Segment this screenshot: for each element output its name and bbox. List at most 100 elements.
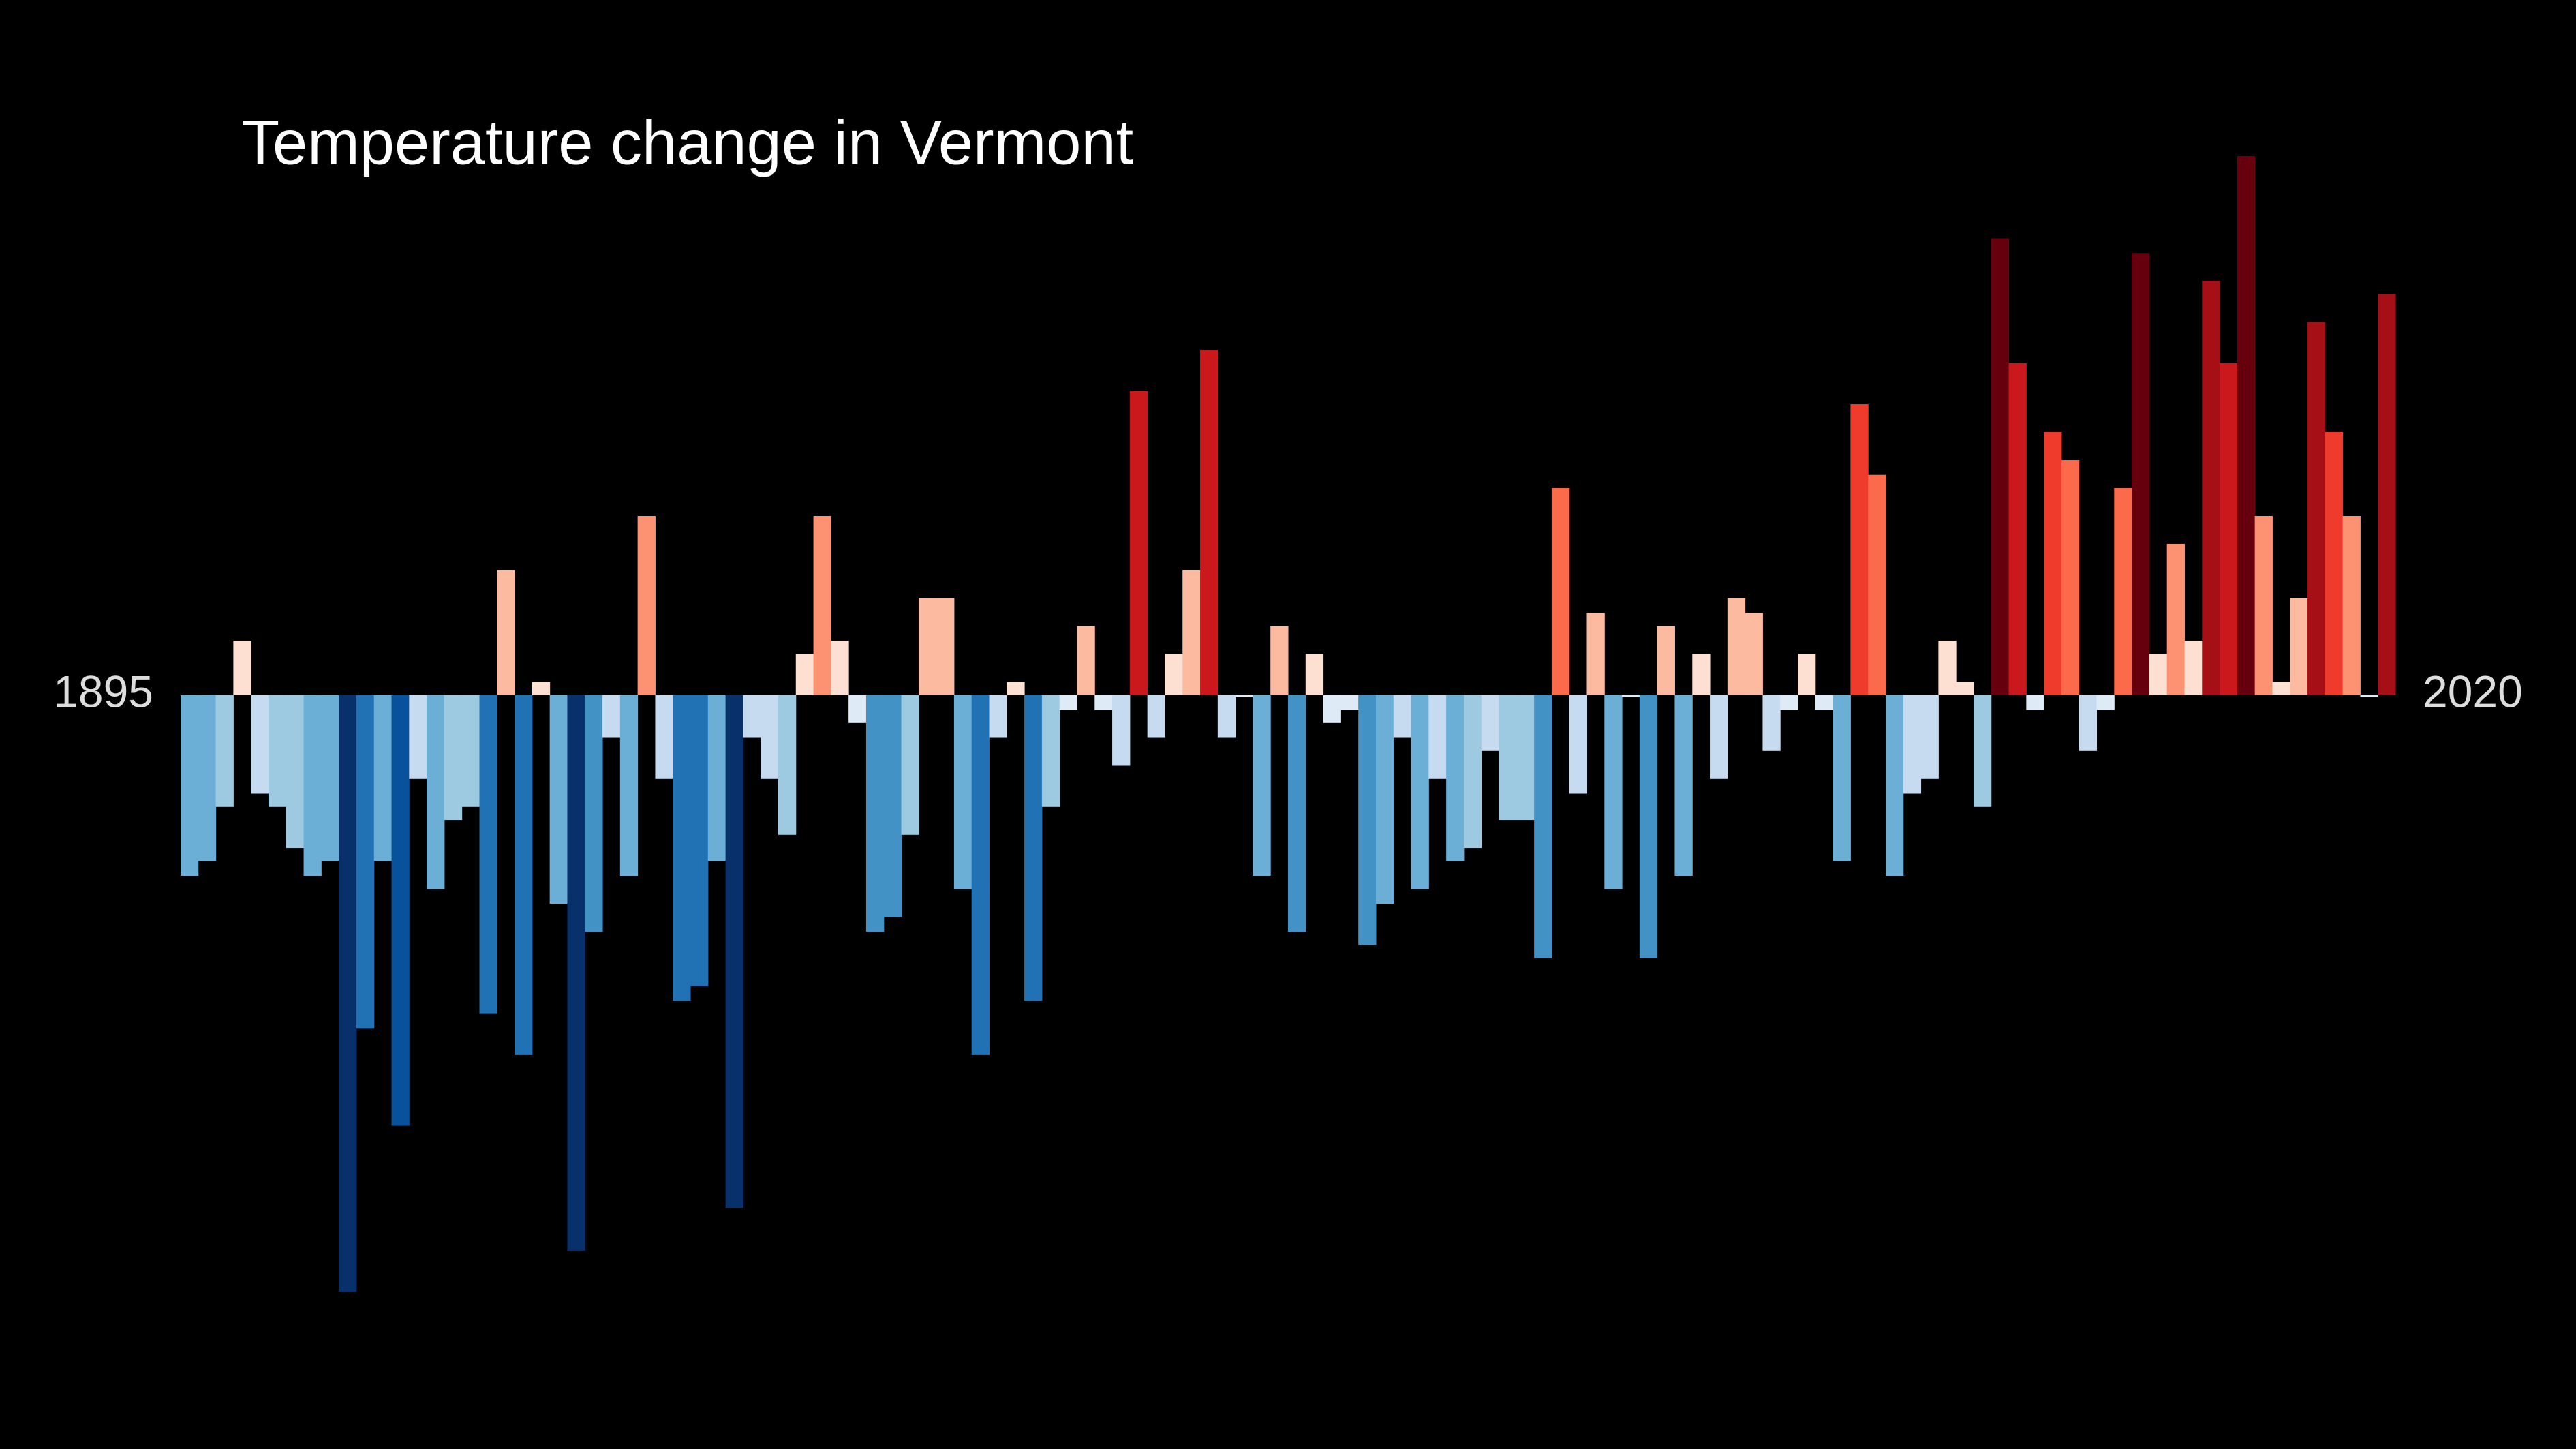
- bar: [479, 695, 497, 1014]
- bar: [848, 695, 867, 723]
- bar: [1375, 695, 1394, 904]
- bar: [1622, 695, 1640, 697]
- bar: [1762, 695, 1781, 751]
- bar: [585, 695, 603, 932]
- bar: [619, 695, 639, 876]
- bar: [497, 570, 515, 695]
- bar: [743, 695, 761, 738]
- bar: [532, 682, 551, 695]
- bar: [339, 695, 357, 1292]
- bar: [795, 654, 814, 695]
- bar: [1411, 695, 1429, 889]
- bar: [1463, 695, 1482, 849]
- bar: [567, 695, 585, 1251]
- bar: [2096, 695, 2115, 710]
- bar: [1833, 695, 1851, 861]
- bar: [2342, 516, 2361, 695]
- bar: [549, 695, 568, 904]
- bar: [2202, 281, 2220, 695]
- bar: [1586, 613, 1605, 695]
- bar: [690, 695, 709, 986]
- bar: [1200, 350, 1218, 695]
- bar: [1868, 474, 1886, 695]
- bar: [1815, 695, 1834, 710]
- bar: [953, 695, 972, 889]
- bar: [1007, 682, 1025, 695]
- bar: [2360, 695, 2378, 697]
- bar: [1850, 404, 1869, 695]
- bar: [268, 695, 287, 807]
- bar: [1885, 695, 1904, 876]
- bar: [233, 641, 251, 695]
- bar: [1165, 654, 1183, 695]
- bar: [1551, 488, 1570, 695]
- bar: [1991, 238, 2010, 695]
- bar: [251, 695, 269, 794]
- bar: [1217, 695, 1236, 738]
- bar: [2378, 294, 2396, 695]
- bar: [1041, 695, 1060, 807]
- bar: [321, 695, 339, 861]
- bar: [637, 516, 656, 695]
- bar: [761, 695, 779, 779]
- bar: [1147, 695, 1165, 738]
- bar: [461, 695, 480, 807]
- bar: [1745, 613, 1763, 695]
- bar: [1059, 695, 1077, 710]
- bar: [1516, 695, 1535, 821]
- bar: [1253, 695, 1271, 876]
- bar: [427, 695, 445, 889]
- bar: [673, 695, 691, 1001]
- bar: [971, 695, 990, 1055]
- bar: [865, 695, 885, 932]
- bar: [936, 598, 955, 695]
- bar: [1428, 695, 1447, 779]
- bar: [391, 695, 410, 1126]
- bar: [1780, 695, 1798, 710]
- bar: [2272, 682, 2290, 695]
- bar: [2079, 695, 2098, 751]
- bar: [1481, 695, 1500, 751]
- bar: [1358, 695, 1377, 945]
- bar: [1956, 682, 1974, 695]
- bar: [1393, 695, 1412, 738]
- bar: [1973, 695, 1992, 807]
- bar: [1920, 695, 1939, 779]
- bar: [1129, 391, 1148, 695]
- bar: [1024, 695, 1043, 1001]
- bar: [1288, 695, 1306, 932]
- bar: [2008, 363, 2027, 695]
- bar: [2061, 460, 2080, 695]
- bar: [2290, 598, 2308, 695]
- bar: [215, 695, 234, 807]
- bar: [707, 695, 726, 861]
- bar: [2044, 432, 2062, 695]
- bar: [831, 641, 849, 695]
- bar: [813, 516, 831, 695]
- bar: [1604, 695, 1623, 889]
- bar: [1112, 695, 1131, 766]
- bar: [515, 695, 533, 1055]
- bar: [2166, 543, 2185, 695]
- bar: [919, 598, 937, 695]
- bar: [1235, 695, 1253, 697]
- bar: [1323, 695, 1341, 723]
- bar: [901, 695, 919, 835]
- bar: [1710, 695, 1728, 779]
- bar: [1639, 695, 1658, 958]
- bar: [1182, 570, 1201, 695]
- bar: [2307, 322, 2326, 695]
- bar: [1534, 695, 1552, 958]
- chart-title: Temperature change in Vermont: [241, 108, 1133, 177]
- bar: [181, 695, 199, 876]
- bar: [1094, 695, 1113, 710]
- bar: [1305, 654, 1324, 695]
- bar: [356, 695, 375, 1029]
- bar: [303, 695, 322, 876]
- bar: [2132, 253, 2150, 695]
- bar: [2325, 432, 2344, 695]
- bar: [409, 695, 427, 779]
- bar: [1657, 626, 1675, 695]
